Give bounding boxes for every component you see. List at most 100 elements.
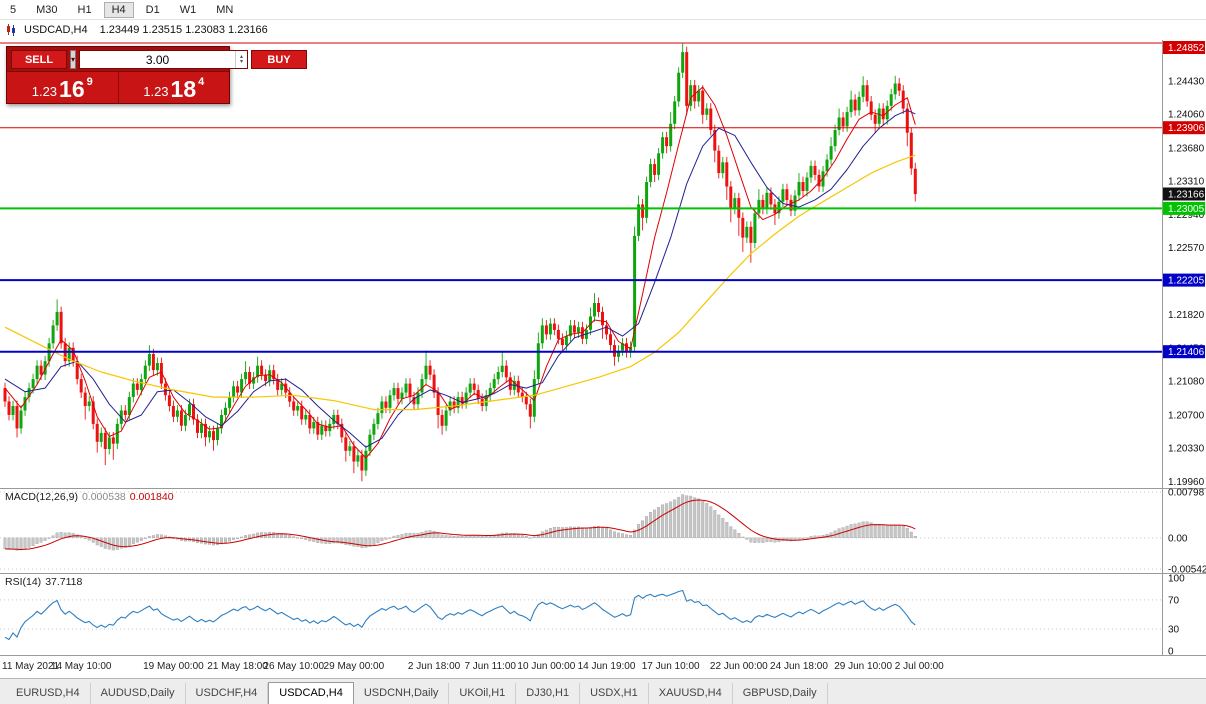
chart-symbol-period: USDCAD,H4	[24, 24, 88, 36]
chart-tab-dj30-h1[interactable]: DJ30,H1	[516, 683, 581, 704]
chart-title-bar: USDCAD,H4 1.23449 1.23515 1.23083 1.2316…	[0, 20, 1206, 40]
bid-price-big-figure: 1.23	[31, 84, 58, 99]
time-axis-label: 17 Jun 10:00	[641, 661, 700, 672]
chart-canvas[interactable]: 1.248001.244301.240601.236801.233101.229…	[0, 40, 1206, 656]
timeframe-button-h1[interactable]: H1	[70, 2, 100, 18]
support-line-blue-lower-price-tag	[1163, 345, 1205, 359]
chart-tab-gbpusd-daily[interactable]: GBPUSD,Daily	[733, 683, 828, 704]
time-axis[interactable]: 11 May 2021 14 May 10:00 19 May 00:00 21 Ma…	[0, 656, 1162, 678]
price-axis-label: 1.23680	[1168, 143, 1205, 154]
current-price-line-price-tag	[1163, 187, 1205, 201]
rsi-line	[4, 589, 916, 641]
volume-stepper: ▴ ▾	[79, 50, 249, 69]
time-axis-label: 26 May 10:00	[263, 661, 325, 672]
time-axis-label: 2 Jun 18:00	[407, 661, 461, 672]
macd-signal-value: 0.001840	[129, 491, 174, 503]
sell-button[interactable]: SELL	[11, 50, 67, 69]
timeframe-button-5[interactable]: 5	[2, 2, 24, 18]
price-axis-label: 1.21080	[1168, 376, 1205, 387]
rsi-value: 37.7118	[45, 576, 83, 588]
rsi-axis-label: 0	[1168, 647, 1174, 657]
chart-tabs-bar: EURUSD,H4 AUDUSD,Daily USDCHF,H4 USDCAD,H4 U…	[0, 678, 1206, 704]
chart-tab-ukoil-h1[interactable]: UKOil,H1	[449, 683, 517, 704]
rsi-axis-label: 100	[1168, 574, 1185, 585]
rsi-indicator-name: RSI(14)	[5, 576, 42, 588]
timeframe-buttons-group: 5 M30 H1 H4 D1 W1 MN	[2, 1, 241, 18]
price-axis-label: 1.22940	[1168, 210, 1205, 221]
resistance-line-mid-price-tag	[1163, 121, 1205, 135]
rsi-indicator-label: RSI(14) 37.7118	[5, 576, 82, 588]
bid-price[interactable]: 1.23 16 9	[7, 72, 118, 103]
macd-indicator-label: MACD(12,26,9) 0.000538 0.001840	[5, 491, 174, 503]
macd-axis-label: 0.00	[1168, 533, 1188, 544]
chart-tab-usdcad-h4[interactable]: USDCAD,H4	[268, 682, 354, 704]
candlestick-chart-icon	[6, 24, 18, 36]
timeframe-button-d1[interactable]: D1	[138, 2, 168, 18]
time-axis-label: 7 Jun 11:00	[464, 661, 516, 672]
chart-ohlc-values: 1.23449 1.23515 1.23083 1.23166	[99, 24, 268, 36]
support-line-green-price-tag	[1163, 201, 1205, 215]
timeframe-button-h4[interactable]: H4	[103, 1, 134, 18]
resistance-line-upper-price-tag-text: 1.24852	[1168, 43, 1205, 54]
time-axis-label: 2 Jul 00:00	[894, 661, 944, 672]
chart-tab-eurusd-h4[interactable]: EURUSD,H4	[6, 683, 91, 704]
time-axis-label: 29 Jun 10:00	[834, 661, 893, 672]
price-axis-label: 1.20330	[1168, 444, 1205, 455]
timeframe-toolbar: 5 M30 H1 H4 D1 W1 MN	[0, 0, 1206, 20]
chart-tab-audusd-daily[interactable]: AUDUSD,Daily	[91, 683, 186, 704]
bid-price-pips: 16	[59, 76, 85, 102]
ask-price-big-figure: 1.23	[143, 84, 169, 99]
buy-button[interactable]: BUY	[251, 50, 308, 69]
time-axis-label: 14 Jun 19:00	[577, 661, 636, 672]
price-axis-label: 1.20700	[1168, 410, 1205, 421]
time-axis-label: 14 May 10:00	[50, 661, 112, 672]
time-axis-label: 24 Jun 18:00	[770, 661, 828, 672]
rsi-axis-label: 70	[1168, 595, 1180, 606]
rsi-axis-label: 30	[1168, 625, 1180, 636]
time-axis-label: 21 May 18:00	[207, 661, 268, 672]
trade-panel-prices-row: 1.23 16 9 1.23 18 4	[7, 71, 229, 103]
resistance-line-upper-price-tag	[1163, 41, 1205, 54]
chart-tab-xauusd-h4[interactable]: XAUUSD,H4	[649, 683, 733, 704]
volume-spinner: ▴ ▾	[235, 51, 247, 68]
time-axis-label: 29 May 00:00	[323, 661, 385, 672]
price-axis-label: 1.21820	[1168, 310, 1205, 321]
bid-price-point: 9	[86, 76, 93, 88]
time-axis-label: 19 May 00:00	[143, 661, 204, 672]
price-axis-label: 1.24060	[1168, 109, 1205, 120]
volume-dropdown-icon[interactable]: ▾	[70, 50, 77, 69]
chart-tab-usdcnh-daily[interactable]: USDCNH,Daily	[354, 683, 450, 704]
timeframe-button-mn[interactable]: MN	[208, 2, 241, 18]
price-axis-label: 1.23310	[1168, 177, 1205, 188]
ask-price[interactable]: 1.23 18 4	[117, 72, 229, 103]
macd-axis-label: 0.00798	[1168, 488, 1205, 499]
volume-decrease-icon[interactable]: ▾	[240, 58, 244, 65]
ma-mid-blue-line	[4, 109, 916, 448]
chart-tab-usdx-h1[interactable]: USDX,H1	[580, 683, 649, 704]
timeframe-button-w1[interactable]: W1	[172, 2, 205, 18]
time-axis-label: 22 Jun 00:00	[709, 661, 768, 672]
volume-increase-icon[interactable]: ▴	[240, 53, 244, 60]
macd-main-value: 0.000538	[81, 491, 126, 503]
macd-signal-line	[4, 499, 916, 551]
price-axis-label: 1.22570	[1168, 243, 1205, 254]
current-price-line-price-tag-text: 1.23166	[1168, 190, 1205, 201]
ask-price-pips: 18	[170, 76, 197, 102]
support-line-blue-upper-price-tag	[1163, 273, 1205, 287]
time-axis-label: 11 May 2021	[2, 661, 60, 672]
ma-slow-yellow-line	[4, 154, 916, 411]
support-line-blue-lower-price-tag-text: 1.21406	[1168, 347, 1205, 358]
macd-axis-label: -0.00542	[1168, 565, 1206, 576]
trade-panel-controls-row: SELL ▾ ▴ ▾ BUY	[7, 47, 308, 71]
volume-input[interactable]	[80, 51, 236, 68]
chart-tab-usdchf-h4[interactable]: USDCHF,H4	[186, 683, 269, 704]
support-line-green-price-tag-text: 1.23005	[1168, 204, 1205, 215]
price-axis-label: 1.19960	[1168, 477, 1205, 488]
resistance-line-mid-price-tag-text: 1.23906	[1168, 123, 1205, 134]
timeframe-button-m30[interactable]: M30	[28, 2, 65, 18]
support-line-blue-upper-price-tag-text: 1.22205	[1168, 276, 1205, 287]
price-axis-scale: 1.248001.244301.240601.236801.233101.229…	[1168, 43, 1205, 488]
macd-indicator-name: MACD(12,26,9)	[5, 491, 78, 503]
